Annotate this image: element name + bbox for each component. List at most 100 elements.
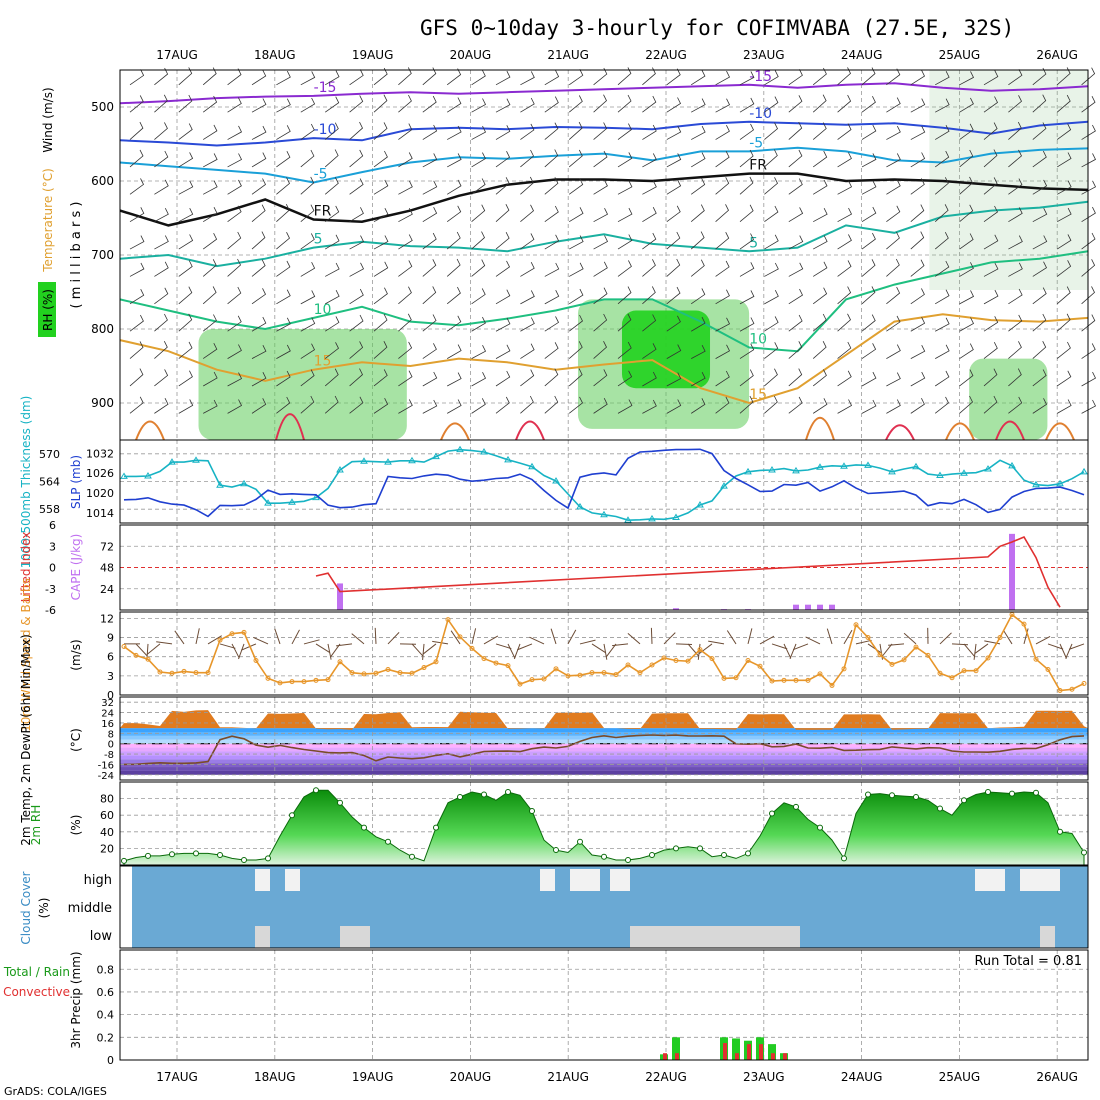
thickness-series-marker bbox=[720, 482, 728, 489]
rh-tick-label: 40 bbox=[100, 826, 114, 839]
rh-tick-label: 60 bbox=[100, 809, 114, 822]
thickness-series-marker bbox=[264, 499, 272, 506]
wind-barb bbox=[447, 344, 462, 359]
surface-barb bbox=[483, 635, 499, 645]
wind-barb bbox=[812, 398, 828, 414]
rh-marker bbox=[985, 788, 991, 795]
wind-barb bbox=[813, 235, 828, 250]
wind-speed-marker bbox=[757, 663, 763, 669]
wind-speed-marker bbox=[385, 666, 391, 672]
wind-barb bbox=[422, 124, 438, 140]
wind-barb bbox=[837, 341, 852, 359]
wind-barb bbox=[812, 287, 828, 305]
wind-barb bbox=[568, 178, 584, 195]
wind-barb bbox=[1081, 399, 1097, 414]
wind-barb bbox=[422, 343, 437, 359]
wind-speed-marker bbox=[1057, 688, 1063, 694]
wind-speed-marker bbox=[817, 671, 823, 677]
wind-barb bbox=[373, 287, 388, 305]
wind-barb bbox=[349, 95, 364, 113]
wind-speed-marker bbox=[709, 656, 715, 662]
wind-barb bbox=[568, 341, 583, 359]
wind-barb bbox=[666, 125, 682, 140]
isotherm-label: -10 bbox=[314, 122, 337, 138]
wind-barb bbox=[373, 94, 388, 113]
wind-barb bbox=[666, 315, 681, 332]
wind-barb bbox=[739, 395, 754, 414]
wind-barb bbox=[471, 288, 486, 305]
surface-barb bbox=[423, 643, 437, 655]
wind-barb bbox=[642, 207, 657, 223]
wind-barb bbox=[178, 152, 194, 168]
isotherm-label: 15 bbox=[749, 387, 767, 403]
rh-marker bbox=[745, 850, 751, 857]
wind-barb bbox=[983, 205, 999, 223]
wind-barb bbox=[471, 398, 486, 414]
wind-barb bbox=[520, 343, 535, 359]
precip-convective-bar bbox=[759, 1044, 763, 1060]
date-tick-label: 22AUG bbox=[645, 48, 687, 62]
run-total-label: Run Total = 0.81 bbox=[974, 954, 1082, 969]
wind-barb bbox=[690, 288, 706, 305]
cloud-axis-label: Cloud Cover bbox=[19, 871, 33, 944]
wind-barb bbox=[251, 204, 266, 223]
wind-barb bbox=[617, 207, 633, 223]
wind-barb bbox=[593, 122, 608, 140]
precip-tick-label: 0.8 bbox=[97, 963, 115, 976]
isotherm-label: FR bbox=[749, 158, 767, 174]
isotherm-label: 10 bbox=[314, 302, 332, 318]
surface-barb bbox=[253, 636, 269, 645]
wind-barb bbox=[910, 317, 926, 332]
rh-frame bbox=[119, 781, 1089, 866]
rh-marker bbox=[385, 838, 391, 845]
thickness-series-marker bbox=[528, 462, 536, 470]
wind-barb bbox=[495, 317, 511, 332]
wind-speed-marker bbox=[601, 670, 607, 676]
surface-barb bbox=[759, 635, 775, 645]
wind-barb bbox=[178, 341, 193, 359]
surface-barb bbox=[663, 632, 676, 645]
wind-speed-marker bbox=[469, 645, 475, 651]
surface-barb bbox=[351, 633, 365, 645]
wind-speed-marker bbox=[1045, 666, 1051, 672]
wind-barb bbox=[739, 317, 755, 332]
slp-series-line bbox=[123, 448, 1085, 518]
wind-barb bbox=[959, 343, 974, 359]
wind-barb bbox=[544, 70, 560, 86]
date-tick-label: 21AUG bbox=[547, 48, 589, 62]
wind-barb bbox=[398, 286, 412, 305]
wind-speed-marker bbox=[697, 647, 703, 653]
thickness-series-marker bbox=[504, 455, 512, 463]
high-cloud-cell bbox=[255, 869, 270, 891]
wind-speed-marker bbox=[637, 670, 643, 676]
surface-barb bbox=[1065, 643, 1073, 659]
wind-barb bbox=[983, 342, 998, 359]
wind-speed-marker bbox=[1021, 621, 1027, 627]
wind-barb bbox=[202, 207, 218, 223]
wind-barb bbox=[983, 177, 998, 195]
temperature-axis-label: Temperature (°C) bbox=[41, 168, 55, 273]
surface-barb bbox=[374, 627, 377, 644]
wind-barb bbox=[1081, 124, 1096, 140]
temperature-tick-label: -8 bbox=[104, 750, 114, 761]
wind-barb bbox=[520, 233, 535, 250]
wind-barb bbox=[593, 287, 608, 305]
wind-barb bbox=[691, 125, 706, 140]
wind-barb bbox=[837, 234, 852, 250]
wind-barb bbox=[324, 149, 339, 168]
wind-barb bbox=[251, 178, 267, 195]
cloud-axis: high middle low bbox=[68, 873, 113, 944]
warm-isotherm bbox=[440, 422, 470, 441]
date-tick-label: 20AUG bbox=[450, 1070, 492, 1084]
wind-speed-marker bbox=[877, 652, 883, 658]
wind-barb bbox=[324, 395, 339, 414]
wind-barb bbox=[959, 149, 974, 168]
rh-marker bbox=[1081, 849, 1087, 856]
wind-barb bbox=[1008, 341, 1022, 359]
wind-barb bbox=[178, 123, 193, 140]
wind-barb bbox=[544, 262, 560, 277]
wind-barb bbox=[983, 96, 999, 113]
wind-barb bbox=[471, 345, 487, 359]
